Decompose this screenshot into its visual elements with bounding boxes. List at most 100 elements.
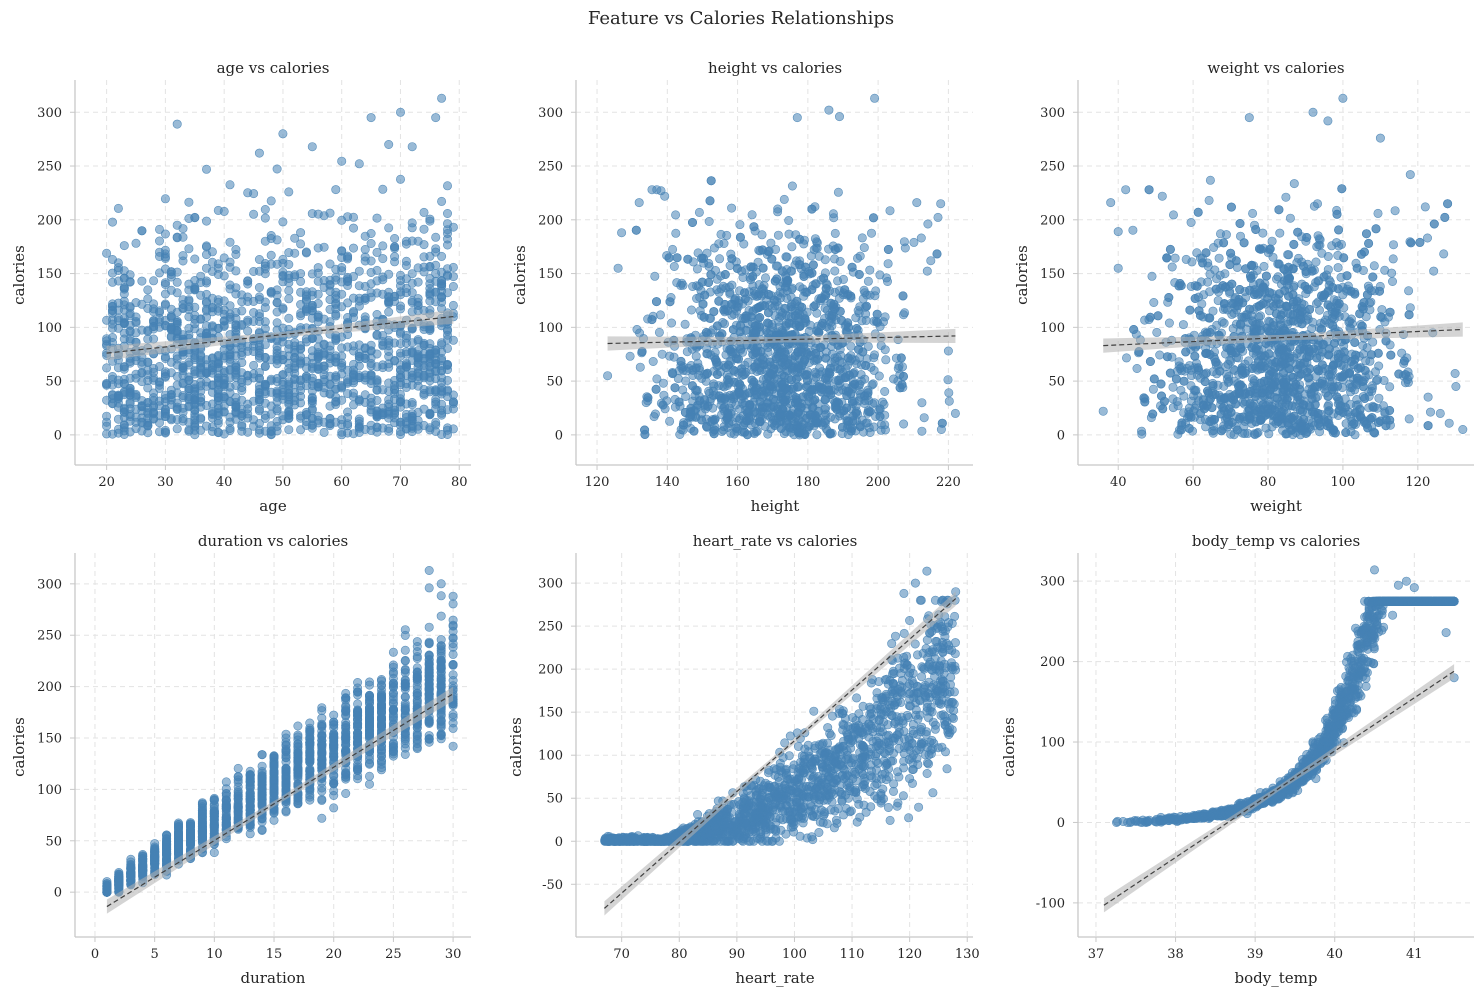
data-point: [1253, 427, 1263, 437]
data-point: [1226, 202, 1236, 212]
data-point: [266, 430, 276, 440]
data-point: [721, 362, 731, 372]
data-point: [763, 247, 773, 257]
data-point: [919, 413, 929, 423]
data-point: [1167, 262, 1177, 272]
data-point: [354, 159, 364, 169]
data-point: [202, 164, 212, 174]
data-point: [1389, 240, 1399, 250]
data-point: [731, 423, 741, 433]
data-point: [125, 303, 135, 313]
data-point: [360, 293, 370, 303]
data-point: [390, 242, 400, 252]
data-point: [1374, 393, 1384, 403]
data-point: [143, 334, 153, 344]
data-point: [852, 253, 862, 263]
panel-title: age vs calories: [217, 59, 330, 77]
y-tick-label: 100: [37, 321, 62, 336]
data-point: [307, 380, 317, 390]
data-point: [1399, 356, 1409, 366]
data-point: [1149, 297, 1159, 307]
data-point: [727, 254, 737, 264]
data-point: [178, 363, 188, 373]
data-point: [742, 408, 752, 418]
data-point: [219, 296, 229, 306]
data-point: [766, 412, 776, 422]
data-point: [119, 390, 129, 400]
data-point: [401, 274, 411, 284]
data-point: [401, 399, 411, 409]
data-point: [649, 412, 659, 422]
data-point: [779, 194, 789, 204]
data-point: [781, 271, 791, 281]
data-point: [395, 301, 405, 311]
data-point: [651, 297, 661, 307]
data-point: [1263, 293, 1273, 303]
data-point: [284, 425, 294, 435]
data-point: [284, 313, 294, 323]
panel-title: weight vs calories: [1207, 59, 1344, 77]
data-point: [828, 209, 838, 219]
data-point: [1228, 324, 1238, 334]
data-point: [102, 363, 112, 373]
data-point: [723, 306, 733, 316]
data-point: [260, 264, 270, 274]
data-point: [160, 371, 170, 381]
outlier-point: [950, 408, 960, 418]
data-point: [301, 420, 311, 430]
data-point: [1328, 321, 1338, 331]
data-point: [337, 262, 347, 272]
data-point: [1152, 327, 1162, 337]
data-point: [143, 325, 153, 335]
data-point: [655, 310, 665, 320]
data-point: [865, 265, 875, 275]
data-point: [1243, 356, 1253, 366]
outlier-point: [254, 148, 264, 158]
data-point: [149, 276, 159, 286]
data-point: [225, 417, 235, 427]
panel-title: height vs calories: [708, 59, 842, 77]
data-point: [1371, 367, 1381, 377]
data-point: [650, 271, 660, 281]
data-point: [219, 379, 229, 389]
data-point: [819, 273, 829, 283]
y-tick-label: 150: [37, 267, 62, 282]
data-point: [272, 164, 282, 174]
data-point: [390, 252, 400, 262]
x-tick-label: 40: [216, 475, 233, 490]
data-point: [1169, 210, 1179, 220]
data-point: [883, 259, 893, 269]
data-point: [1203, 386, 1213, 396]
data-point: [260, 381, 270, 391]
y-tick-label: 250: [538, 160, 563, 175]
data-point: [442, 181, 452, 191]
data-point: [885, 206, 895, 216]
outlier-point: [834, 112, 844, 122]
data-point: [313, 411, 323, 421]
data-point: [260, 213, 270, 223]
outlier-point: [172, 119, 182, 129]
data-point: [137, 226, 147, 236]
data-point: [1385, 307, 1395, 317]
data-point: [1334, 241, 1344, 251]
data-point: [366, 267, 376, 277]
data-point: [781, 282, 791, 292]
data-point: [119, 284, 129, 294]
data-point: [693, 400, 703, 410]
data-point: [131, 238, 141, 248]
data-point: [683, 254, 693, 264]
data-point: [243, 292, 253, 302]
data-point: [102, 395, 112, 405]
data-point: [742, 416, 752, 426]
data-point: [790, 311, 800, 321]
data-point: [836, 315, 846, 325]
data-point: [672, 278, 682, 288]
data-point: [119, 334, 129, 344]
data-point: [143, 376, 153, 386]
data-point: [307, 404, 317, 414]
data-point: [442, 234, 452, 244]
data-point: [1268, 252, 1278, 262]
data-point: [307, 269, 317, 279]
